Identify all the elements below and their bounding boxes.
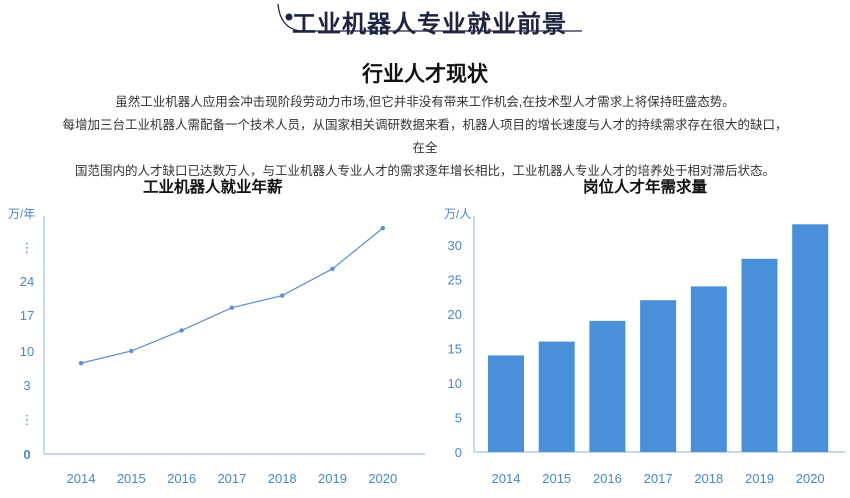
bar xyxy=(640,300,677,452)
y-tick-label: 10 xyxy=(20,344,34,359)
data-point xyxy=(179,328,184,333)
bar xyxy=(589,320,626,452)
x-tick-label: 2014 xyxy=(67,471,96,486)
x-tick-label: 2019 xyxy=(318,471,347,486)
y-tick-label: 30 xyxy=(448,238,462,253)
section-title: 行业人才现状 xyxy=(362,63,488,86)
x-tick-label: 2016 xyxy=(593,471,622,486)
data-point xyxy=(229,305,235,310)
x-tick-label: 2018 xyxy=(268,471,297,486)
bar xyxy=(690,286,727,452)
bar xyxy=(792,224,829,452)
bar xyxy=(488,355,524,452)
bar-chart-title: 岗位人才年需求量 xyxy=(583,179,708,196)
data-point xyxy=(78,360,84,366)
x-tick-label: 2019 xyxy=(745,471,774,486)
y-tick-label: 10 xyxy=(448,376,462,391)
data-point xyxy=(380,225,385,231)
y-tick-label: 17 xyxy=(20,308,34,323)
y-tick-label: 0 xyxy=(23,447,30,462)
data-point xyxy=(129,348,134,354)
y-tick-label: 0 xyxy=(455,445,462,460)
x-tick-label: 2017 xyxy=(217,471,246,486)
paragraph-line: 国范围内的人才缺口已达数万人，与工业机器人专业人才的需求逐年增长相比，工业机器人… xyxy=(74,164,775,178)
x-tick-label: 2020 xyxy=(796,471,825,486)
y-tick-label: 20 xyxy=(448,307,462,322)
x-tick-label: 2020 xyxy=(368,471,397,486)
salary-series-line xyxy=(80,227,384,364)
y-tick-label: 24 xyxy=(20,274,34,289)
x-tick-label: 2015 xyxy=(542,471,571,486)
y-tick-label: 15 xyxy=(448,342,462,357)
bar-chart: 0 5 10 15 20 25 30 2014 2015 2016 2017 2018 2019 2020 xyxy=(448,216,845,486)
bar xyxy=(538,341,575,452)
line-chart-unit: 万/年 xyxy=(8,207,36,221)
data-point xyxy=(330,266,335,272)
x-tick-label: 2015 xyxy=(117,471,146,486)
title-banner xyxy=(277,3,582,32)
line-chart: 0 3 10 17 24 ⋮ ⋮ 2014 2015 2016 2017 2018 2019 2020 xyxy=(20,216,425,486)
x-tick-label: 2018 xyxy=(694,471,723,486)
x-tick-label: 2017 xyxy=(644,471,673,486)
data-point xyxy=(280,293,285,298)
page-title: 工业机器人专业就业前景 xyxy=(292,11,567,38)
x-tick-label: 2014 xyxy=(492,471,521,486)
axis-break-mark: ⋮ xyxy=(21,240,34,255)
bar xyxy=(741,258,778,452)
y-tick-label: 5 xyxy=(455,411,462,426)
y-tick-label: 25 xyxy=(448,273,462,288)
bar-chart-unit: 万/人 xyxy=(444,207,472,221)
y-tick-label: 3 xyxy=(23,378,30,393)
line-chart-title: 工业机器人就业年薪 xyxy=(143,179,283,196)
x-tick-label: 2016 xyxy=(167,471,196,486)
paragraph-line: 虽然工业机器人应用会冲击现阶段劳动力市场,但它并非没有带来工作机会,在技术型人才… xyxy=(115,95,735,109)
description-paragraph: 虽然工业机器人应用会冲击现阶段劳动力市场,但它并非没有带来工作机会,在技术型人才… xyxy=(60,91,790,183)
banner-dot-icon xyxy=(285,13,293,21)
axis-break-mark: ⋮ xyxy=(21,412,34,427)
paragraph-line: 每增加三台工业机器人需配备一个技术人员，从国家相关调研数据来看，机器人项目的增长… xyxy=(62,118,788,155)
